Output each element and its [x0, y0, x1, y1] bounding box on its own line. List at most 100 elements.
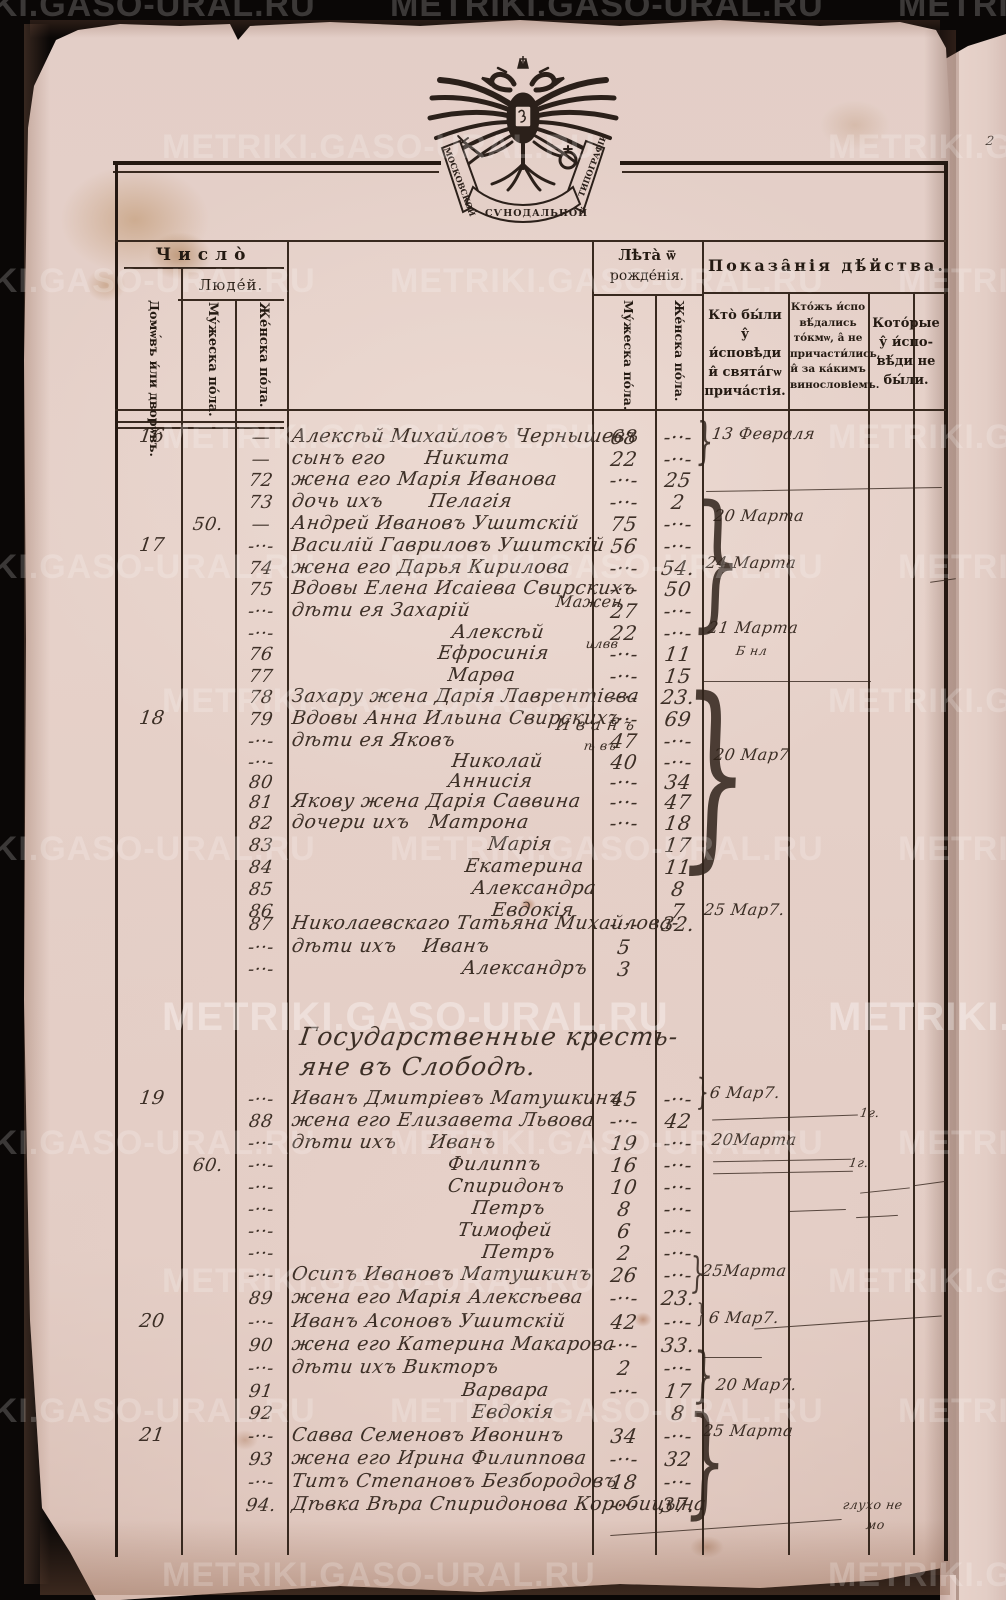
entry-count-female: 76 [247, 644, 275, 665]
entry-name: дочь ихъ Пелагія [290, 490, 514, 512]
header-years-line1: Лѣта̀ ѿ [618, 246, 676, 264]
entry-name: Спиридонъ [446, 1175, 567, 1197]
entry-name: Андрей Ивановъ Ушитскій [290, 512, 581, 534]
entry-age-male: -··- [608, 1493, 640, 1517]
table-border-top-inner [622, 171, 948, 173]
entry-count-female: -··- [246, 1199, 276, 1220]
entry-age-male: 75 [609, 512, 639, 536]
entry-count-female: 94. [244, 1495, 278, 1516]
edge-shadow [40, 1520, 950, 1595]
watermark-text: METRIKI.GASO-URAL.RU [828, 682, 1006, 720]
column-rule [655, 294, 657, 1555]
entry-count-female: 80 [247, 772, 275, 793]
years-underline [592, 294, 702, 296]
watermark-text: METRIKI.GASO-URAL.RU [828, 418, 1006, 456]
table-border-top [620, 161, 948, 165]
entry-name: Тимофей [456, 1219, 554, 1241]
entry-name: дѣти ихъ Иванъ [290, 935, 492, 957]
entry-name: дѣти ея Захарій [290, 599, 472, 621]
entry-count-female: 73 [247, 492, 275, 513]
margin-mark: 13 Февраля [710, 424, 817, 443]
subheader-double-rule [118, 427, 284, 429]
entry-name: дѣти ихъ Викторъ [290, 1356, 501, 1378]
watermark-text: METRIKI.GASO-URAL.RU [390, 548, 824, 586]
column-rule [592, 240, 594, 1555]
grouping-brace: } [694, 412, 715, 470]
header-years-male: Му́жеска по́ла. [621, 300, 636, 411]
watermark-text: METRIKI.GASO-URAL.RU [162, 418, 596, 456]
header-deeds-col1: Кто̀ бы́ли у̂ и́сповѣди и̂ свята́гѡ прич… [704, 308, 786, 399]
watermark-text: METRIKI.GASO-URAL.RU [0, 1392, 316, 1430]
deeds-underline [702, 292, 946, 294]
ink-line [703, 681, 871, 683]
entry-age-male: -··- [608, 490, 640, 514]
edge-shadow [924, 30, 956, 1575]
watermark-text: METRIKI.GASO-URAL.RU [390, 830, 824, 868]
watermark-text: METRIKI.GASO-URAL.RU [390, 1124, 824, 1162]
margin-mark: ѣ въ [582, 738, 618, 753]
entry-count-female: 90 [247, 1335, 275, 1356]
margin-mark: илвв [584, 636, 620, 651]
margin-mark: 6 Мар7. [707, 1308, 781, 1327]
entry-name: дѣти ея Яковъ [290, 729, 457, 751]
entry-name: Петръ [480, 1241, 557, 1263]
chislo-underline [124, 267, 284, 269]
entry-count-female: -··- [246, 752, 276, 773]
entry-name: Иванъ Дмитріевъ Матушкинъ [290, 1087, 624, 1109]
entry-count-female: -··- [246, 1221, 276, 1242]
header-col-houses: Домѡ́въ и́ли дворѡ́въ. [147, 300, 162, 457]
watermark-text: METRIKI.GASO-URAL.RU [390, 1392, 824, 1430]
entry-age-male: 68 [609, 425, 639, 449]
entry-age-male: 6 [615, 1219, 633, 1243]
header-years-female: Же́нска по́ла. [672, 300, 687, 402]
watermark-text: METRIKI.GASO-URAL.RU [898, 830, 1006, 868]
entry-age-male: 10 [609, 1175, 639, 1199]
watermark-text: METRIKI.GASO-URAL.RU [390, 0, 824, 24]
entry-name: Иванъ Асоновъ Ушитскій [290, 1310, 568, 1332]
lyudey-underline [178, 299, 284, 301]
margin-mark: Мажен [554, 592, 624, 611]
watermark-text: METRIKI.GASO-URAL.RU [898, 1124, 1006, 1162]
column-rule [181, 267, 183, 1555]
column-rule [702, 240, 704, 1555]
watermark-text: METRIKI.GASO-URAL.RU [162, 995, 669, 1039]
grouping-brace: } [695, 1298, 707, 1329]
entry-name: жена его Марія Иванова [290, 468, 559, 490]
synodal-typography-eagle-emblem: МОСКОВСКОЙ СѴНОДАЛЬНОЙ ТИПОГРАФІИ [427, 56, 619, 223]
watermark-text: METRIKI.GASO-URAL.RU [162, 682, 596, 720]
entry-name: жена его Ирина Филиппова [290, 1447, 589, 1469]
header-chislo: Число̀ [155, 245, 253, 265]
header-deeds-title: Показа̑нія дѣ́йства. [708, 256, 946, 275]
watermark-text: METRIKI.GASO-URAL.RU [0, 548, 316, 586]
column-rule [913, 292, 915, 1555]
watermark-text: METRIKI.GASO-URAL.RU [0, 1124, 316, 1162]
entry-age-male: -··- [608, 912, 640, 936]
adjacent-page-edge [940, 34, 1006, 1600]
watermark-text: METRIKI.GASO-URAL.RU [0, 262, 316, 300]
watermark-text: METRIKI.GASO-URAL.RU [898, 548, 1006, 586]
entry-age-male: 42 [609, 1310, 639, 1334]
entry-age-female: -··- [662, 1219, 694, 1243]
entry-count-female: 81 [247, 792, 275, 813]
column-rule [868, 292, 870, 1555]
entry-count-female: -··- [246, 1472, 276, 1493]
column-rule [235, 299, 237, 1555]
margin-mark: 1г. [858, 1105, 881, 1120]
watermark-text: METRIKI.GASO-URAL.RU [898, 1392, 1006, 1430]
entry-name: Якову жена Дарія Саввина [290, 790, 583, 812]
entry-count-female: 93 [247, 1449, 275, 1470]
entry-count-female: — [250, 514, 272, 535]
margin-mark: 25 Мар7. [702, 900, 787, 919]
entry-name: Петръ [470, 1197, 547, 1219]
header-bottom-rule [115, 409, 946, 411]
watermark-text: METRIKI.GASO-URAL.RU [828, 1556, 1006, 1594]
entry-age-female: 32. [659, 912, 697, 936]
entry-count-female: -··- [246, 959, 276, 980]
entry-count-female: -··- [246, 731, 276, 752]
table-border-top-inner [113, 171, 439, 173]
entry-age-male: -··- [608, 685, 640, 709]
entry-age-male: 5 [615, 935, 633, 959]
watermark-text: METRIKI.GASO-URAL.RU [162, 1262, 596, 1300]
table-border-right [944, 161, 948, 1561]
